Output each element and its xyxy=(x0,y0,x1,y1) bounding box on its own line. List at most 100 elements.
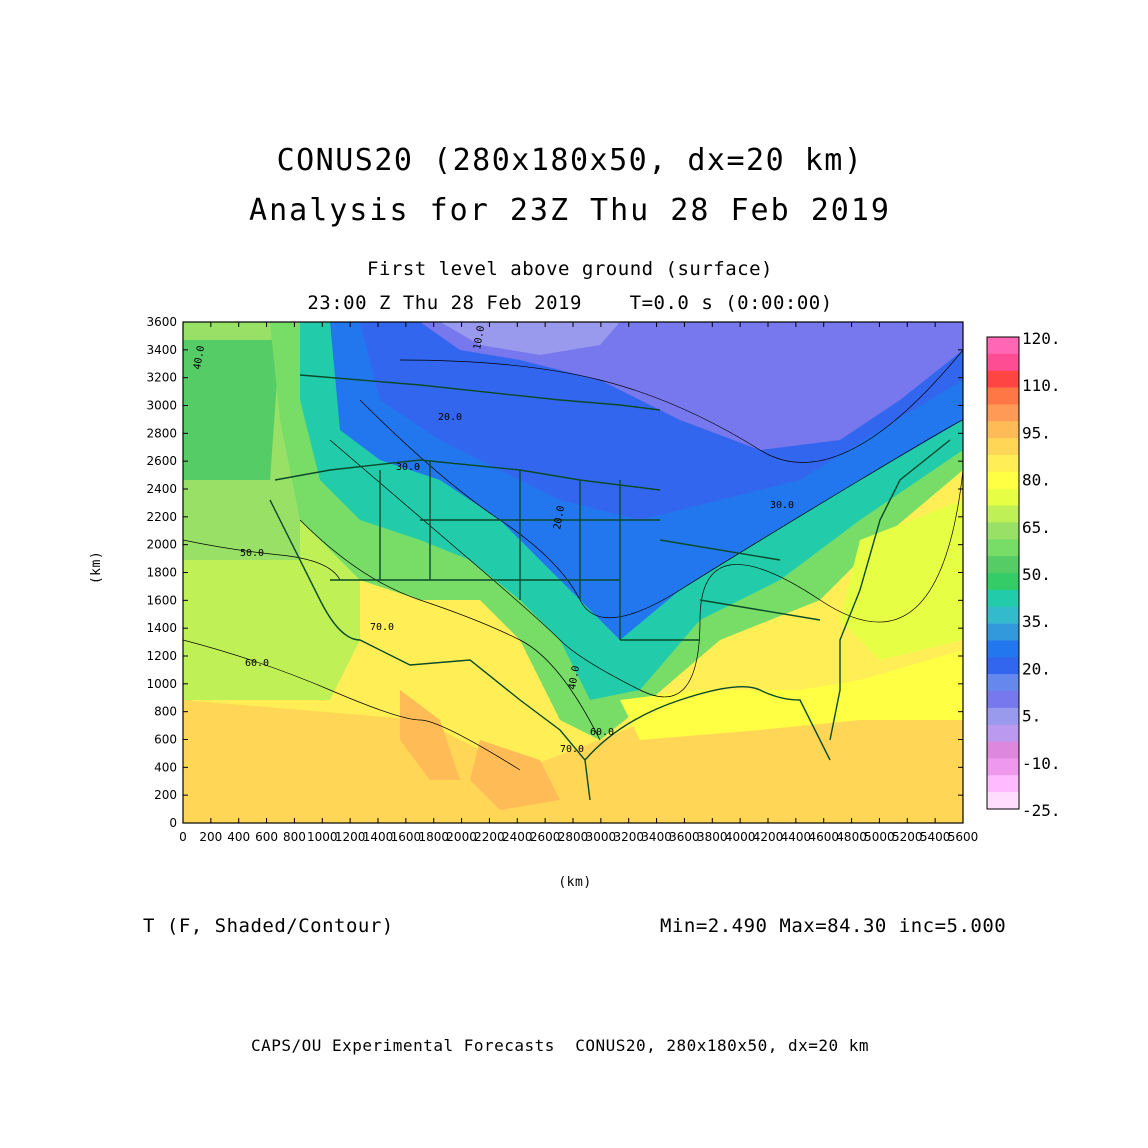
x-tick-label: 4800 xyxy=(836,830,867,844)
x-tick-label: 200 xyxy=(199,830,222,844)
subtitle-line-1: First level above ground (surface) xyxy=(367,258,773,280)
contour-label: 70.0 xyxy=(370,622,394,633)
y-tick-label: 600 xyxy=(154,733,177,747)
y-axis-label: (km) xyxy=(89,550,105,585)
colorbar: 120. 110. 95. 80. 65. 50. 35. 20. 5. -10. -25. xyxy=(986,329,1061,820)
x-axis-label: (km) xyxy=(558,875,592,890)
contour-label: 20.0 xyxy=(438,412,462,423)
colorbar-frame xyxy=(986,336,1020,810)
x-tick-label: 2800 xyxy=(558,830,589,844)
y-tick-label: 0 xyxy=(169,816,177,830)
colorbar-swatch xyxy=(987,758,1019,776)
colorbar-swatch xyxy=(987,505,1019,523)
x-tick-label: 1800 xyxy=(418,830,449,844)
x-tick-label: 0 xyxy=(179,830,187,844)
x-tick-label: 4600 xyxy=(808,830,839,844)
subtitle-line-2: 23:00 Z Thu 28 Feb 2019 T=0.0 s (0:00:00… xyxy=(307,292,833,314)
x-tick-label: 5200 xyxy=(892,830,923,844)
x-tick-label: 4400 xyxy=(781,830,812,844)
x-tick-label: 2600 xyxy=(530,830,561,844)
contour-label: 60.0 xyxy=(590,727,614,738)
colorbar-label: -25. xyxy=(1022,801,1061,820)
x-tick-label: 5600 xyxy=(948,830,979,844)
colorbar-swatch xyxy=(987,471,1019,490)
x-tick-label: 800 xyxy=(283,830,306,844)
colorbar-label: 20. xyxy=(1022,659,1051,678)
colorbar-swatch xyxy=(987,707,1019,726)
y-tick-label: 3600 xyxy=(146,315,177,329)
x-tick-label: 1000 xyxy=(307,830,338,844)
x-tick-label: 5000 xyxy=(864,830,895,844)
colorbar-swatch xyxy=(987,421,1019,439)
colorbar-swatch xyxy=(987,573,1019,591)
y-tick-label: 2400 xyxy=(146,482,177,496)
y-tick-label: 3400 xyxy=(146,343,177,357)
colorbar-swatch xyxy=(987,353,1019,372)
colorbar-swatch xyxy=(987,640,1019,658)
colorbar-swatch xyxy=(987,606,1019,624)
x-tick-label: 2400 xyxy=(502,830,533,844)
y-tick-label: 1800 xyxy=(146,566,177,580)
colorbar-swatch xyxy=(987,724,1019,742)
x-tick-label: 3600 xyxy=(669,830,700,844)
y-tick-label: 1000 xyxy=(146,677,177,691)
y-tick-label: 400 xyxy=(154,760,177,774)
temperature-field xyxy=(183,322,963,823)
colorbar-swatch xyxy=(987,404,1019,422)
footer: CAPS/OU Experimental Forecasts CONUS20, … xyxy=(250,1036,870,1055)
x-tick-label: 3800 xyxy=(697,830,728,844)
colorbar-label: 5. xyxy=(1022,707,1041,726)
x-tick-label: 1400 xyxy=(363,830,394,844)
y-tick-label: 2800 xyxy=(146,426,177,440)
colorbar-swatch xyxy=(987,775,1019,793)
contour-label: 40.0 xyxy=(567,665,582,691)
x-tick-label: 3400 xyxy=(641,830,672,844)
colorbar-label: -10. xyxy=(1022,754,1061,773)
y-tick-label: 2200 xyxy=(146,510,177,524)
x-tick-label: 4000 xyxy=(725,830,756,844)
colorbar-label: 110. xyxy=(1022,376,1061,395)
y-tick-label: 800 xyxy=(154,705,177,719)
colorbar-swatch xyxy=(987,387,1019,405)
colorbar-label: 65. xyxy=(1022,518,1051,537)
y-tick-label: 1600 xyxy=(146,593,177,607)
colorbar-swatch xyxy=(987,522,1019,540)
boundaries xyxy=(269,374,951,801)
colorbar-label: 50. xyxy=(1022,565,1051,584)
contour-label: 30.0 xyxy=(396,462,420,473)
y-axis-ticks: 0 200 400 600 800 1000 1200 1400 1600 1800 2000 220… xyxy=(146,315,963,830)
y-tick-label: 3200 xyxy=(146,371,177,385)
y-tick-label: 2600 xyxy=(146,454,177,468)
colorbar-label: 35. xyxy=(1022,612,1051,631)
colorbar-swatch xyxy=(987,438,1019,456)
colorbar-label: 80. xyxy=(1022,471,1051,490)
y-tick-label: 2000 xyxy=(146,538,177,552)
contour-label: 70.0 xyxy=(560,744,584,755)
colorbar-label: 95. xyxy=(1022,423,1051,442)
colorbar-label: 120. xyxy=(1022,329,1061,348)
colorbar-swatch xyxy=(987,370,1019,388)
x-tick-label: 2200 xyxy=(474,830,505,844)
colorbar-swatch xyxy=(987,674,1019,692)
contour-label: 20.0 xyxy=(552,505,567,531)
colorbar-swatch xyxy=(987,589,1019,608)
x-tick-label: 2000 xyxy=(446,830,477,844)
contour-label: 60.0 xyxy=(245,658,269,669)
title-line-1: CONUS20 (280x180x50, dx=20 km) xyxy=(276,143,864,178)
contour-label: 10.0 xyxy=(472,325,487,351)
colorbar-swatch xyxy=(987,455,1019,473)
x-axis-ticks: 0 200 400 600 800 100012001400160018002000220… xyxy=(179,322,978,844)
x-tick-label: 1200 xyxy=(335,830,366,844)
y-tick-label: 1200 xyxy=(146,649,177,663)
contour-label: 30.0 xyxy=(770,500,794,511)
x-tick-label: 5400 xyxy=(920,830,951,844)
contour-label: 40.0 xyxy=(192,345,207,371)
colorbar-swatch xyxy=(987,556,1019,574)
x-tick-label: 3000 xyxy=(586,830,617,844)
x-tick-label: 600 xyxy=(255,830,278,844)
y-tick-label: 200 xyxy=(154,788,177,802)
x-tick-label: 1600 xyxy=(391,830,422,844)
colorbar-swatch xyxy=(987,691,1019,709)
field-label: T (F, Shaded/Contour) xyxy=(143,915,394,937)
y-tick-label: 3000 xyxy=(146,399,177,413)
